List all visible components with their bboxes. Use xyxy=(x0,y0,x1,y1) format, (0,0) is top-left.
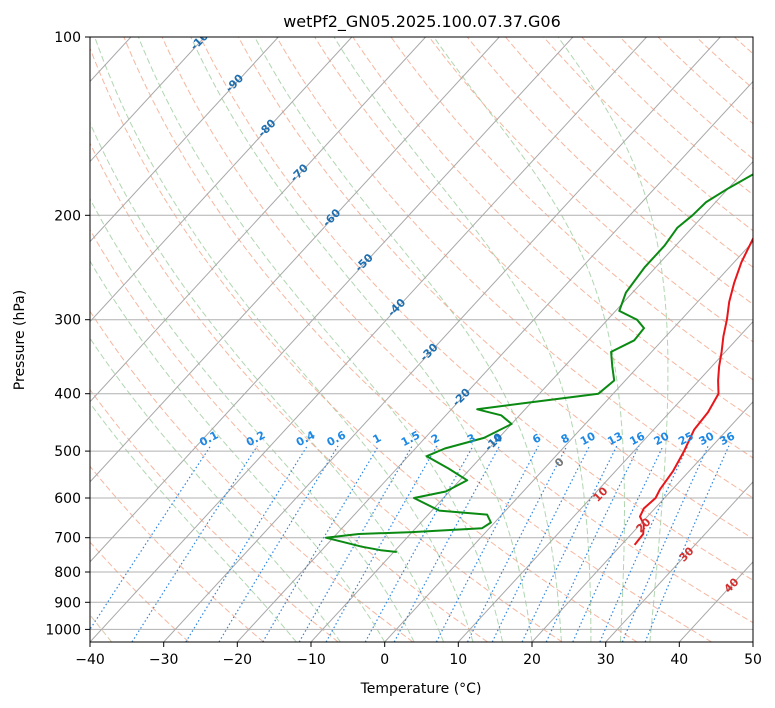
y-axis: 100 200 300 400 500 600 700 800 900 1000 xyxy=(45,30,90,638)
mixing-ratio-label: 13 xyxy=(605,429,625,448)
mixing-ratio-line xyxy=(90,445,212,631)
mixing-ratio-label: 25 xyxy=(676,429,696,448)
isotherm-line xyxy=(605,481,753,642)
dry-adiabat-line xyxy=(123,37,712,642)
dry-adiabat-line xyxy=(90,465,264,642)
moist-adiabat-line xyxy=(90,402,297,642)
y-tick-label: 600 xyxy=(54,491,81,507)
y-tick-label: 300 xyxy=(54,313,81,329)
mixing-ratio-line xyxy=(644,445,730,642)
moist-adiabat-line xyxy=(90,121,445,642)
isotherm-gridlines xyxy=(90,37,753,642)
x-tick-label: 50 xyxy=(744,652,762,668)
dry-adiabat-line xyxy=(619,37,753,160)
y-tick-label: 800 xyxy=(54,565,81,581)
dry-adiabat-line xyxy=(90,47,638,642)
mixing-ratio-label: 36 xyxy=(717,429,737,448)
moist-adiabat-line xyxy=(254,37,562,642)
dry-adiabat-line xyxy=(276,37,753,499)
moist-adiabat-line xyxy=(94,37,474,642)
isotherm-line xyxy=(90,37,647,642)
plot-area: 0.1 0.2 0.4 0.6 1 1.5 2 3 4 6 8 10 13 16 20 25 30 36-100-… xyxy=(90,37,753,642)
mixing-ratio-line xyxy=(599,445,689,642)
isotherm-line xyxy=(90,37,353,323)
isotherm-line xyxy=(384,240,753,642)
dry-adiabat-line xyxy=(428,37,753,343)
isotherm-line xyxy=(90,37,205,163)
y-tick-label: 700 xyxy=(54,531,81,547)
y-tick-label: 500 xyxy=(54,444,81,460)
isotherm-line xyxy=(90,37,574,563)
moist-adiabat-line xyxy=(90,197,415,642)
mixing-ratio-label: 10 xyxy=(578,429,598,448)
profile-series xyxy=(324,173,753,553)
temperature-line xyxy=(633,236,753,546)
plot-frame xyxy=(89,36,754,643)
dry-adiabat-line xyxy=(581,37,753,196)
mixing-ratio-line xyxy=(621,445,709,642)
moist-adiabat-line xyxy=(333,37,592,642)
y-tick-label: 900 xyxy=(54,595,81,611)
dry-adiabat-line xyxy=(90,228,488,642)
x-tick-label: 30 xyxy=(597,652,615,668)
y-tick-label: 400 xyxy=(54,387,81,403)
x-tick-label: 20 xyxy=(523,652,541,668)
mixing-ratio-label: 30 xyxy=(697,429,717,448)
isotherm-line xyxy=(457,320,753,642)
isotherm-line xyxy=(90,37,500,483)
dry-adiabat-line xyxy=(466,37,753,305)
mixing-ratio-label: 16 xyxy=(627,429,647,448)
moist-adiabat-line xyxy=(433,37,625,642)
x-tick-label: 10 xyxy=(449,652,467,668)
dry-adiabat-line xyxy=(90,388,339,642)
dry-adiabat-line xyxy=(161,37,753,624)
isotherm-line xyxy=(163,37,721,642)
y-tick-label: 1000 xyxy=(45,622,81,638)
mixing-ratio-label: 20 xyxy=(652,429,672,448)
x-axis-title: Temperature (°C) xyxy=(360,681,482,697)
mixing-ratio-line xyxy=(466,445,568,642)
x-tick-label: −20 xyxy=(223,652,253,668)
dry-adiabat-line xyxy=(90,142,563,642)
dry-adiabat-line xyxy=(543,37,753,232)
isotherm-line xyxy=(236,80,753,642)
y-axis-title: Pressure (hPa) xyxy=(12,290,28,390)
x-tick-label: 40 xyxy=(670,652,688,668)
dry-adiabat-line xyxy=(505,37,753,268)
mixing-ratio-line xyxy=(131,445,258,642)
mixing-ratio-line xyxy=(185,445,308,642)
dry-adiabat-line xyxy=(390,37,753,381)
dry-adiabats xyxy=(90,37,753,642)
isotherm-line xyxy=(310,160,753,642)
dewpoint-line xyxy=(324,173,753,553)
moist-adiabat-line xyxy=(90,260,386,642)
dry-adiabat-line xyxy=(199,37,753,581)
moist-adiabats xyxy=(90,37,669,642)
isotherm-line xyxy=(531,401,753,642)
x-axis: −40 −30 −20 −10 0 10 20 30 40 50 xyxy=(75,642,762,668)
mixing-ratio-line xyxy=(491,445,591,642)
moist-adiabat-line xyxy=(557,37,669,642)
x-tick-label: −30 xyxy=(149,652,179,668)
dry-adiabat-line xyxy=(352,37,753,420)
x-tick-label: 0 xyxy=(380,652,389,668)
y-tick-label: 200 xyxy=(54,208,81,224)
y-tick-label: 100 xyxy=(54,30,81,46)
mixing-ratio-line xyxy=(262,445,380,642)
moist-adiabat-line xyxy=(137,37,503,642)
isotherm-line xyxy=(90,37,279,243)
isotherm-line xyxy=(90,37,426,403)
chart-title: wetPf2_GN05.2025.100.07.37.G06 xyxy=(283,12,561,32)
x-tick-label: −10 xyxy=(296,652,326,668)
x-tick-label: −40 xyxy=(75,652,105,668)
mixing-ratio-line xyxy=(218,445,339,642)
mixing-ratio-line xyxy=(521,445,618,642)
